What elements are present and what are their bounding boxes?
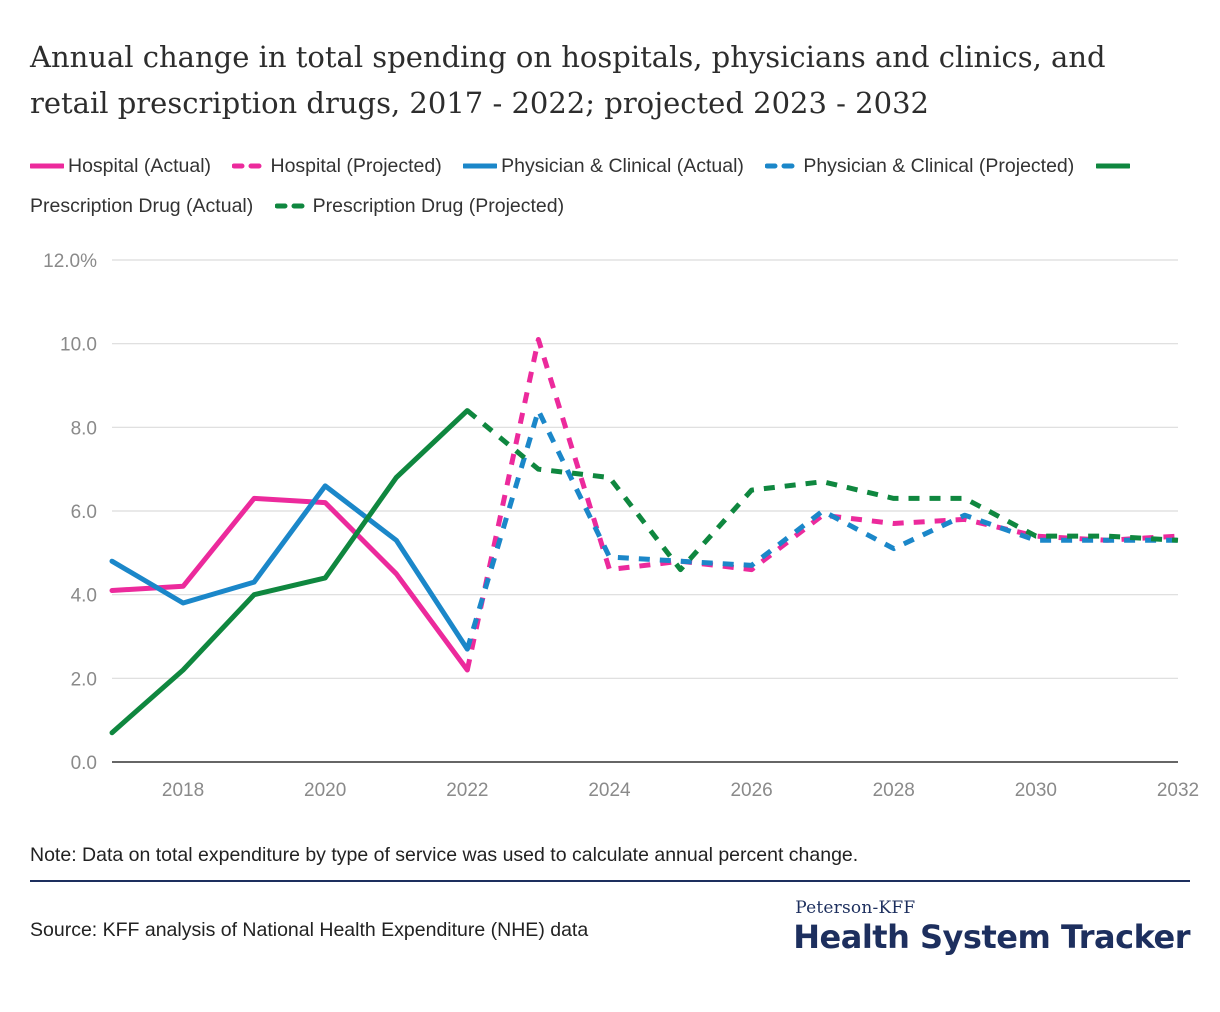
x-tick-label-2028: 2028 — [873, 780, 915, 801]
legend-label-hospital-projected: Hospital (Projected) — [270, 155, 442, 177]
y-tick-label-0: 0.0 — [71, 753, 97, 774]
legend-swatch-physician-projected — [764, 163, 801, 169]
legend-item-hospital-actual[interactable]: Hospital (Actual) — [28, 155, 216, 177]
legend-item-drug-projected[interactable]: Prescription Drug (Projected) — [274, 195, 565, 217]
legend-item-physician-actual[interactable]: Physician & Clinical (Actual) — [461, 155, 749, 177]
y-tick-label-6: 6.0 — [71, 502, 97, 523]
legend-label-hospital-actual: Hospital (Actual) — [68, 155, 212, 177]
y-axis-ticks: 0.0 2.0 4.0 6.0 8.0 10.0 12.0% — [43, 251, 97, 774]
legend-item-drug-actual[interactable]: Prescription Drug (Actual) — [30, 155, 1134, 217]
x-tick-label-2020: 2020 — [304, 780, 346, 801]
chart-source: Source: KFF analysis of National Health … — [30, 919, 589, 941]
x-tick-label-2032: 2032 — [1157, 780, 1199, 801]
chart-title: Annual change in total spending on hospi… — [30, 40, 1106, 120]
y-tick-label-8: 8.0 — [71, 418, 97, 439]
brand-logo-top: Peterson-KFF — [795, 898, 916, 918]
brand-logo-main: Health System Tracker — [793, 918, 1190, 956]
grid-lines — [112, 259, 1178, 763]
y-tick-label-10: 10.0 — [60, 335, 97, 356]
legend-label-drug-projected: Prescription Drug (Projected) — [312, 195, 565, 217]
legend-item-hospital-projected[interactable]: Hospital (Projected) — [231, 155, 447, 177]
series-lines — [109, 337, 1179, 736]
x-tick-label-2022: 2022 — [446, 780, 488, 801]
legend-swatch-physician-actual — [461, 163, 499, 169]
legend-swatch-hospital-actual — [28, 163, 66, 169]
brand-logo: Peterson-KFF Health System Tracker — [793, 898, 1190, 956]
footer-divider — [30, 880, 1190, 882]
series-line-hospital-actual[interactable] — [109, 495, 470, 673]
y-tick-label-12: 12.0% — [43, 251, 97, 272]
legend-label-drug-actual: Prescription Drug (Actual) — [30, 195, 254, 217]
x-tick-label-2018: 2018 — [162, 780, 204, 801]
legend-swatch-drug-actual — [1094, 163, 1132, 169]
legend-label-physician-actual: Physician & Clinical (Actual) — [501, 155, 744, 177]
x-tick-label-2030: 2030 — [1015, 780, 1057, 801]
legend: Hospital (Actual) Hospital (Projected) P… — [28, 146, 1195, 226]
legend-swatch-hospital-projected — [231, 163, 268, 169]
y-tick-label-2: 2.0 — [71, 669, 97, 690]
line-chart: 0.0 2.0 4.0 6.0 8.0 10.0 12.0% 2018 2020 2022 202… — [43, 251, 1199, 801]
legend-swatch-drug-projected — [274, 203, 311, 209]
series-line-physician-clinical-actual[interactable] — [109, 483, 470, 652]
legend-label-physician-projected: Physician & Clinical (Projected) — [803, 155, 1075, 177]
x-tick-label-2024: 2024 — [588, 780, 631, 801]
series-line-physician-clinical-projected[interactable] — [464, 408, 1178, 650]
legend-item-physician-projected[interactable]: Physician & Clinical (Projected) — [764, 155, 1079, 177]
series-line-prescription-drug-projected[interactable] — [465, 408, 1179, 573]
x-tick-label-2026: 2026 — [730, 780, 772, 801]
y-tick-label-4: 4.0 — [71, 586, 97, 607]
series-line-prescription-drug-actual[interactable] — [109, 408, 470, 736]
x-axis-ticks: 2018 2020 2022 2024 2026 2028 2030 2032 — [162, 780, 1199, 801]
chart-note: Note: Data on total expenditure by type … — [30, 844, 859, 866]
series-line-hospital-projected[interactable] — [464, 337, 1179, 671]
